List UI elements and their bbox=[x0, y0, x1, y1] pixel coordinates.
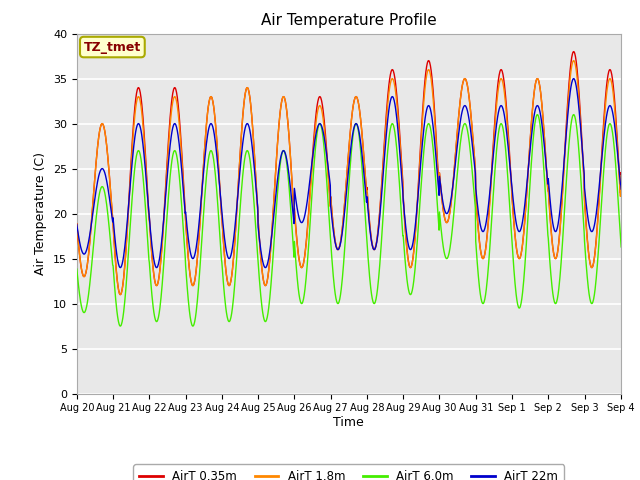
Y-axis label: Air Temperature (C): Air Temperature (C) bbox=[35, 152, 47, 275]
Text: TZ_tmet: TZ_tmet bbox=[84, 40, 141, 54]
Title: Air Temperature Profile: Air Temperature Profile bbox=[261, 13, 436, 28]
Legend: AirT 0.35m, AirT 1.8m, AirT 6.0m, AirT 22m: AirT 0.35m, AirT 1.8m, AirT 6.0m, AirT 2… bbox=[133, 464, 564, 480]
X-axis label: Time: Time bbox=[333, 416, 364, 429]
